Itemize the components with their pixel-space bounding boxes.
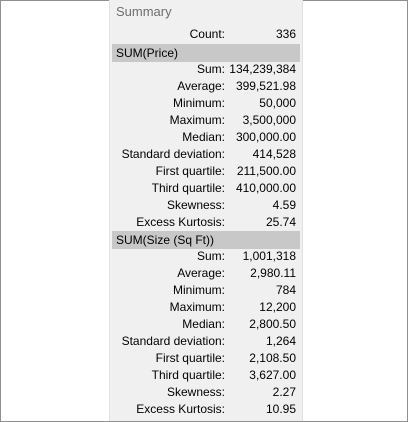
stat-label: Minimum: — [172, 96, 225, 110]
count-value: 336 — [275, 27, 296, 41]
section-header-size: SUM(Size (Sq Ft)) — [112, 231, 300, 249]
count-label: Count: — [189, 27, 225, 41]
stat-label: First quartile: — [155, 351, 225, 365]
stat-row: First quartile: 211,500.00 — [110, 163, 302, 179]
stat-label: Average: — [177, 266, 225, 280]
stat-value: 3,627.00 — [249, 368, 296, 382]
stat-value: 25.74 — [265, 215, 296, 229]
stat-row: Excess Kurtosis: 10.95 — [110, 401, 302, 417]
stat-label: Third quartile: — [151, 368, 225, 382]
stat-label: Skewness: — [166, 198, 225, 212]
stat-row: Maximum: 3,500,000 — [110, 112, 302, 128]
stat-value: 12,200 — [259, 300, 296, 314]
stat-row: Skewness: 2.27 — [110, 384, 302, 400]
stat-label: Median: — [182, 317, 225, 331]
stat-value: 4.59 — [272, 198, 296, 212]
stat-label: Minimum: — [172, 283, 225, 297]
stat-row: Standard deviation: 414,528 — [110, 146, 302, 162]
stat-row: First quartile: 2,108.50 — [110, 350, 302, 366]
stat-value: 1,001,318 — [242, 249, 296, 263]
stat-row: Minimum: 784 — [110, 282, 302, 298]
summary-panel: Summary Count: 336 SUM(Price) Sum: 134,23… — [109, 0, 303, 421]
stat-label: Sum: — [196, 249, 225, 263]
section-header-price: SUM(Price) — [112, 44, 300, 62]
stat-value: 3,500,000 — [242, 113, 296, 127]
stat-row: Excess Kurtosis: 25.74 — [110, 214, 302, 230]
stat-label: Standard deviation: — [121, 334, 225, 348]
stat-value: 2,980.11 — [250, 266, 296, 280]
stat-label: Maximum: — [169, 300, 225, 314]
stat-value: 414,528 — [252, 147, 296, 161]
stat-value: 2,800.50 — [249, 317, 296, 331]
stat-row: Median: 300,000.00 — [110, 129, 302, 145]
stat-row: Median: 2,800.50 — [110, 316, 302, 332]
stat-row: Standard deviation: 1,264 — [110, 333, 302, 349]
stat-label: Skewness: — [166, 385, 225, 399]
stat-label: Excess Kurtosis: — [136, 215, 225, 229]
stat-label: Third quartile: — [151, 181, 225, 195]
stat-label: Maximum: — [169, 113, 225, 127]
section-title: SUM(Size (Sq Ft)) — [116, 233, 215, 247]
stat-value: 10.95 — [265, 402, 296, 416]
stat-row: Maximum: 12,200 — [110, 299, 302, 315]
stat-value: 211,500.00 — [236, 164, 296, 178]
stat-label: Sum: — [196, 62, 225, 76]
stat-row: Skewness: 4.59 — [110, 197, 302, 213]
stat-row: Third quartile: 410,000.00 — [110, 180, 302, 196]
stat-row: Sum: 134,239,384 — [110, 61, 302, 77]
section-title: SUM(Price) — [116, 46, 178, 60]
stat-label: First quartile: — [155, 164, 225, 178]
stat-value: 410,000.00 — [235, 181, 296, 195]
stat-label: Excess Kurtosis: — [136, 402, 225, 416]
stat-value: 134,239,384 — [229, 62, 296, 76]
stat-value: 399,521.98 — [235, 79, 296, 93]
stat-value: 300,000.00 — [235, 130, 296, 144]
stat-label: Standard deviation: — [121, 147, 225, 161]
stat-row: Average: 399,521.98 — [110, 78, 302, 94]
stat-value: 1,264 — [265, 334, 296, 348]
count-row: Count: 336 — [110, 26, 302, 42]
panel-title: Summary — [116, 4, 172, 19]
stat-value: 50,000 — [259, 96, 296, 110]
stat-row: Third quartile: 3,627.00 — [110, 367, 302, 383]
stat-label: Median: — [182, 130, 225, 144]
stat-row: Average: 2,980.11 — [110, 265, 302, 281]
stat-value: 2,108.50 — [249, 351, 296, 365]
stat-label: Average: — [177, 79, 225, 93]
stat-row: Sum: 1,001,318 — [110, 248, 302, 264]
stat-value: 784 — [275, 283, 296, 297]
stat-value: 2.27 — [272, 385, 296, 399]
stat-row: Minimum: 50,000 — [110, 95, 302, 111]
